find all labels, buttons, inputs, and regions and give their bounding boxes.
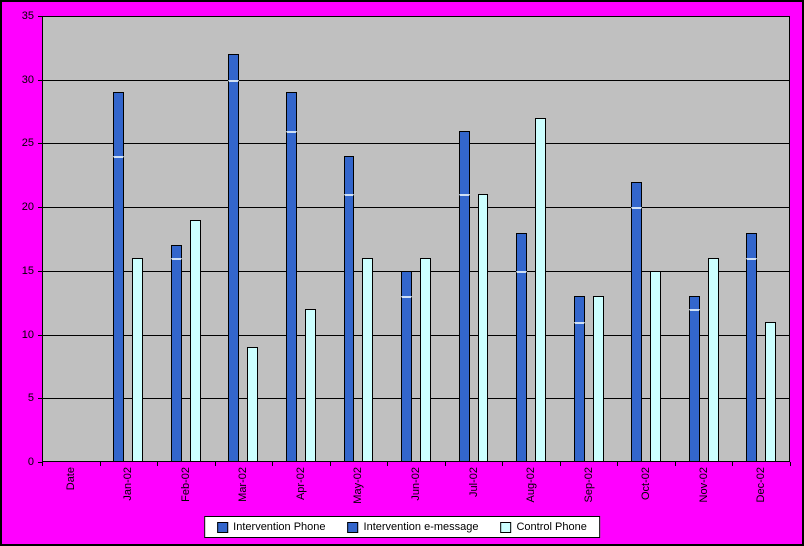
bar-intervention-e-message <box>516 270 528 462</box>
x-axis-tick <box>617 462 619 466</box>
bar-control-phone <box>765 321 777 462</box>
x-axis-tick <box>42 462 43 466</box>
legend-item: Control Phone <box>500 521 587 533</box>
x-axis-tick <box>732 462 734 466</box>
bar-control-phone <box>592 296 604 462</box>
y-axis-tick <box>38 16 42 17</box>
gridline <box>42 270 790 272</box>
y-axis-label: 10 <box>21 328 34 341</box>
bar-intervention-e-message <box>285 130 297 462</box>
legend-label: Intervention Phone <box>233 521 326 533</box>
legend-swatch-icon <box>347 521 359 533</box>
legend-swatch-icon <box>217 521 229 533</box>
y-axis-label: 5 <box>27 392 34 405</box>
y-axis-label: 25 <box>21 137 34 150</box>
x-axis-tick <box>214 462 216 466</box>
y-axis-tick <box>38 462 42 463</box>
gridline <box>42 334 790 336</box>
y-axis-tick <box>38 334 42 336</box>
x-axis-tick <box>272 462 274 466</box>
bar-control-phone <box>304 309 316 462</box>
bar-intervention-e-message <box>631 207 643 462</box>
gridline <box>42 207 790 209</box>
bar-control-phone <box>535 117 547 462</box>
x-axis-label: Feb-02 <box>179 467 192 502</box>
x-axis-label: Nov-02 <box>697 467 710 503</box>
y-axis-label: 30 <box>21 73 34 86</box>
gridline <box>42 398 790 400</box>
x-axis-tick <box>157 462 159 466</box>
plot-area <box>42 16 790 462</box>
x-axis-tick <box>99 462 101 466</box>
x-axis-label: Oct-02 <box>640 467 653 501</box>
y-axis-label: 20 <box>21 201 34 214</box>
bar-intervention-e-message <box>343 194 355 462</box>
gridline <box>42 16 790 17</box>
bar-control-phone <box>420 258 431 462</box>
bar-intervention-e-message <box>573 321 585 462</box>
x-axis-label: Date <box>64 467 77 491</box>
x-axis-label: Mar-02 <box>237 467 250 502</box>
x-axis-tick <box>559 462 561 466</box>
x-axis-tick <box>444 462 446 466</box>
bar-control-phone <box>362 258 374 462</box>
y-axis-label: 15 <box>21 264 34 277</box>
bar-intervention-e-message <box>746 258 758 462</box>
y-axis-tick <box>38 270 42 272</box>
x-axis-label: Jan-02 <box>122 467 135 501</box>
y-axis-tick <box>38 79 42 81</box>
gridline <box>42 143 790 145</box>
bar-control-phone <box>477 194 489 462</box>
x-axis-label: Jun-02 <box>410 467 422 501</box>
gridline <box>42 79 790 81</box>
x-axis-tick <box>502 462 504 466</box>
bar-intervention-e-message <box>228 79 240 462</box>
x-axis-label: Jul-02 <box>467 467 480 497</box>
bar-intervention-e-message <box>113 156 125 462</box>
bar-control-phone <box>650 270 662 462</box>
x-axis-label: May-02 <box>352 467 365 504</box>
bar-control-phone <box>189 219 201 462</box>
legend: Intervention Phone Intervention e-message… <box>204 516 600 538</box>
bar-intervention-e-message <box>688 309 700 462</box>
y-axis-tick <box>38 398 42 400</box>
legend-label: Intervention e-message <box>363 521 479 533</box>
x-axis-label: Apr-02 <box>294 467 307 501</box>
y-axis-tick <box>38 143 42 145</box>
x-axis-tick <box>790 462 791 466</box>
legend-item: Intervention e-message <box>347 521 479 533</box>
bar-control-phone <box>132 258 144 462</box>
x-axis-label: Aug-02 <box>525 467 538 503</box>
bar-intervention-e-message <box>401 296 412 462</box>
y-axis-tick <box>38 207 42 209</box>
x-axis-label: Dec-02 <box>755 467 768 503</box>
bar-intervention-e-message <box>458 194 470 462</box>
legend-swatch-icon <box>500 521 512 533</box>
bar-intervention-e-message <box>170 258 182 462</box>
x-axis-label: Sep-02 <box>582 467 595 503</box>
bar-control-phone <box>247 347 259 462</box>
legend-label: Control Phone <box>516 521 587 533</box>
x-axis-tick <box>674 462 676 466</box>
legend-item: Intervention Phone <box>217 521 326 533</box>
x-axis-tick <box>387 462 389 466</box>
bar-control-phone <box>707 258 719 462</box>
x-axis-tick <box>329 462 331 466</box>
y-axis-label: 0 <box>27 456 34 468</box>
y-axis-label: 35 <box>21 10 34 22</box>
